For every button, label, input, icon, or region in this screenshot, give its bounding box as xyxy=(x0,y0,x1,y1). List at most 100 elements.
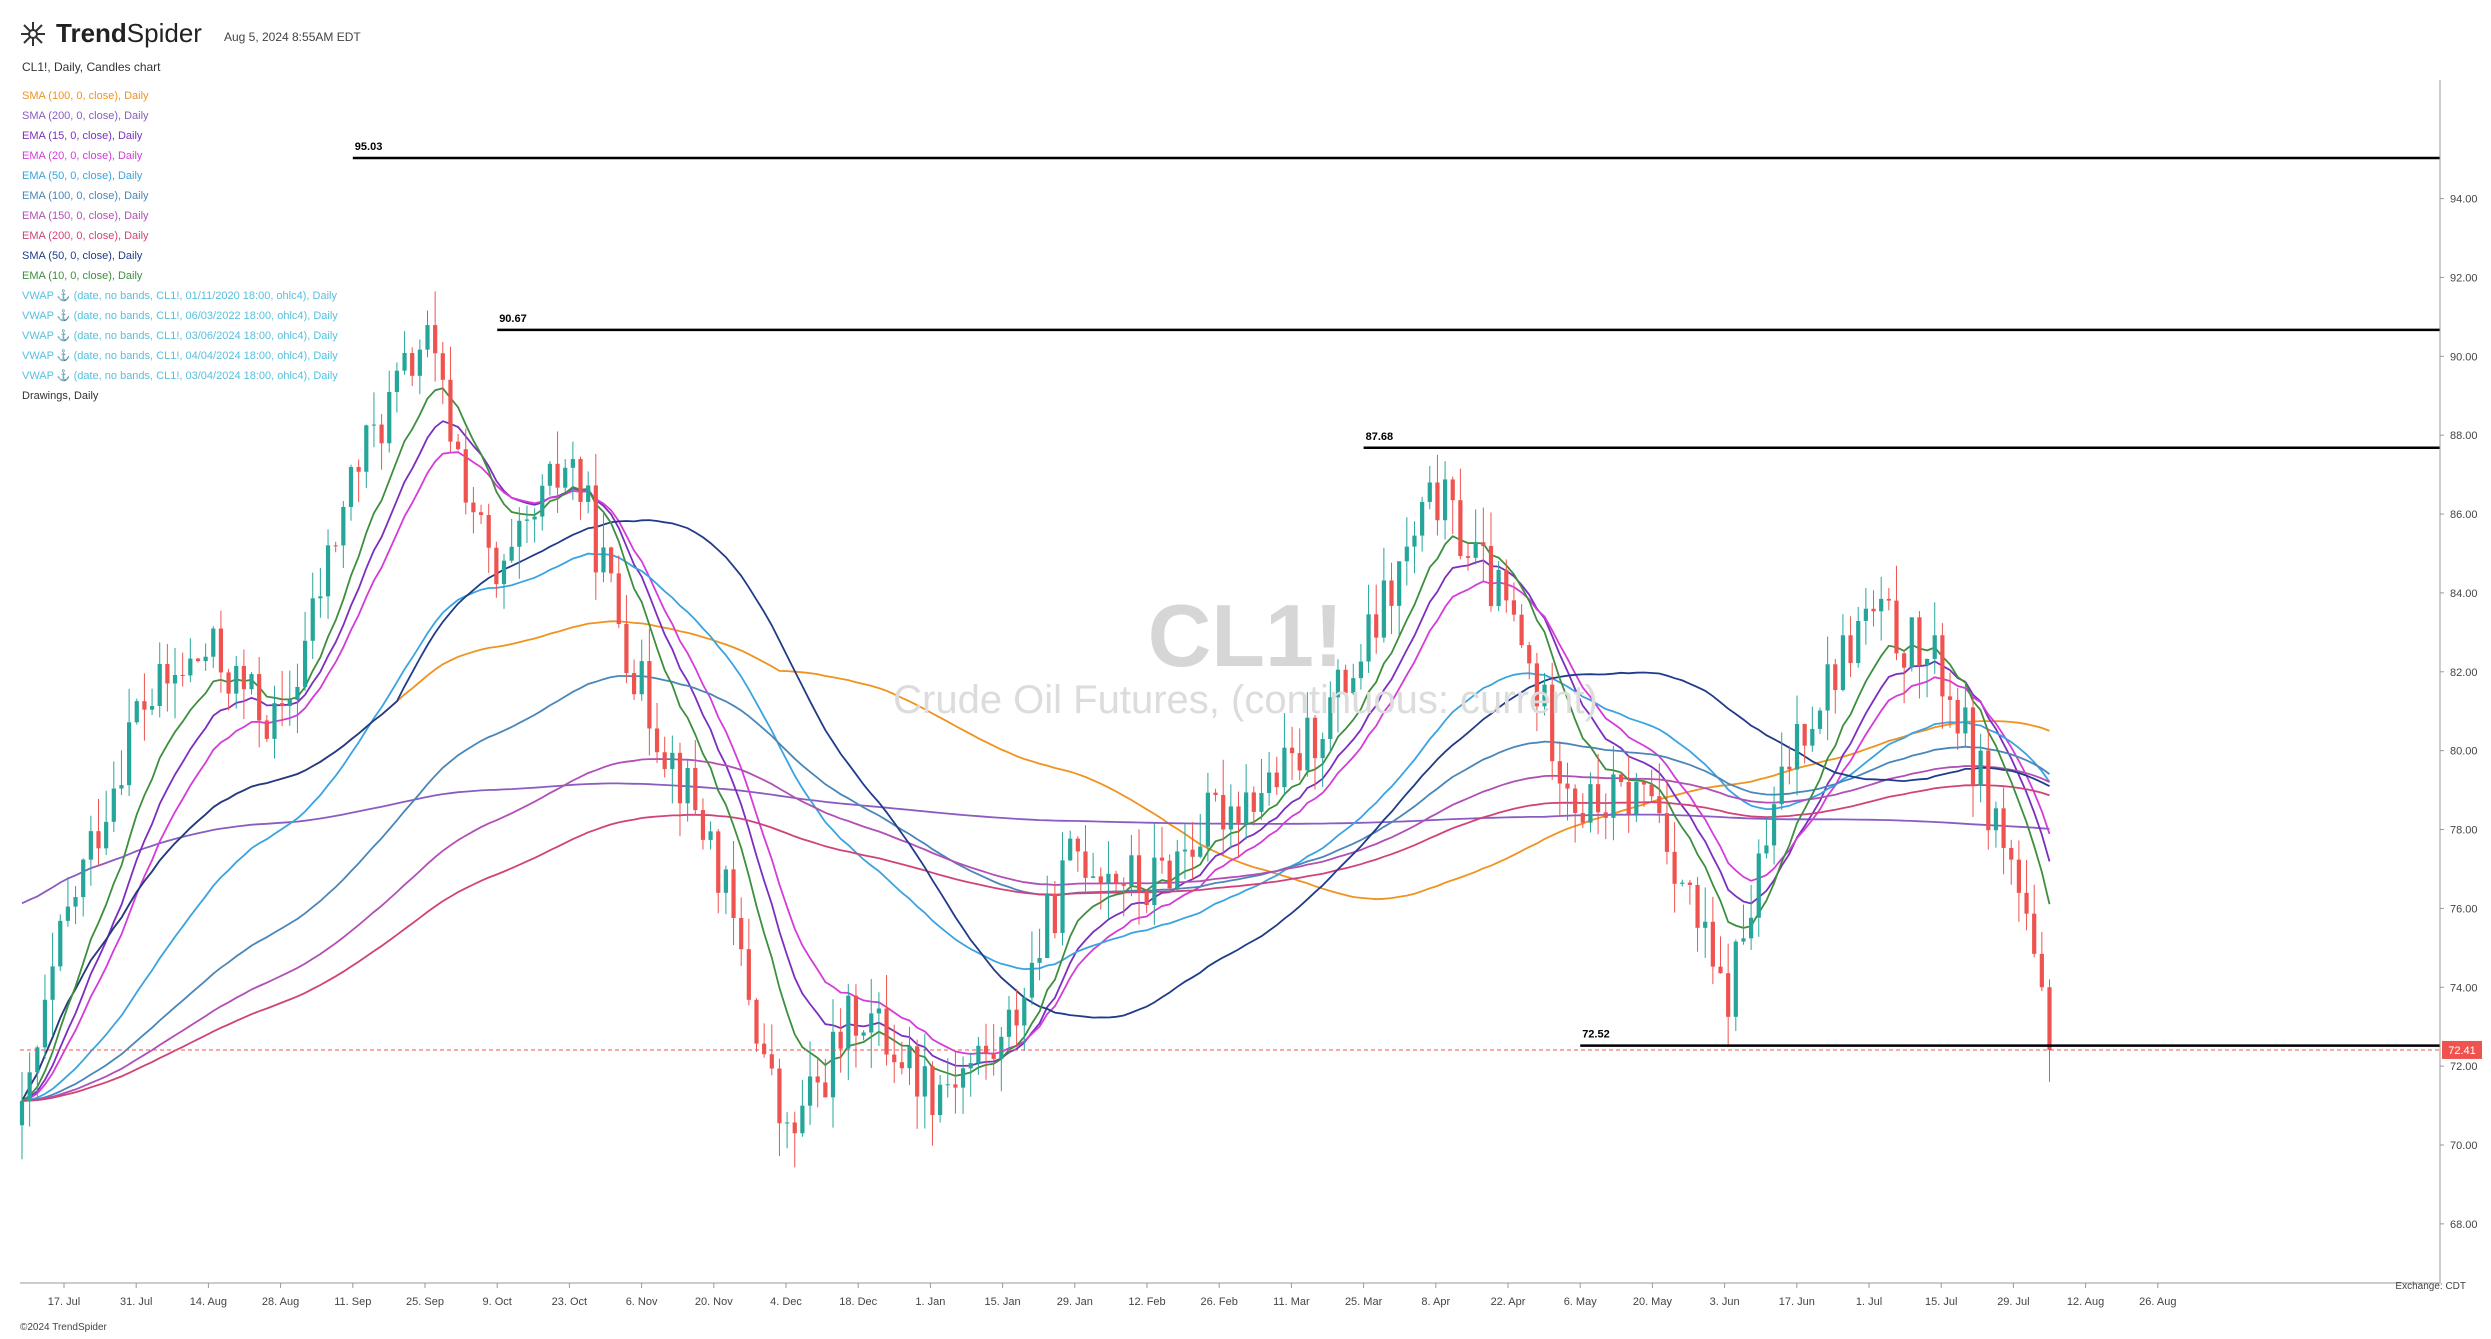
candle-body xyxy=(234,665,239,694)
x-tick-label: 1. Jul xyxy=(1856,1296,1882,1308)
candle-body xyxy=(478,512,484,516)
candle-body xyxy=(325,545,331,597)
candle-body xyxy=(1894,600,1899,654)
level-label: 90.67 xyxy=(499,313,527,325)
candle-body xyxy=(1335,669,1341,698)
y-axis: 68.00 70.00 72.00 74.00 76.00 78.00 80.00 82.00… xyxy=(2439,80,2478,1283)
x-tick-label: 8. Apr xyxy=(1421,1296,1450,1308)
legend-item[interactable]: SMA (100, 0, close), Daily xyxy=(22,90,149,102)
x-tick-label: 31. Jul xyxy=(120,1296,152,1308)
candle-body xyxy=(853,995,859,1036)
candle-body xyxy=(624,624,629,674)
legend-item[interactable]: VWAP ⚓ (date, no bands, CL1!, 01/11/2020… xyxy=(22,290,337,302)
candle-body xyxy=(218,628,224,673)
candle-body xyxy=(784,1122,790,1124)
legend-item[interactable]: EMA (200, 0, close), Daily xyxy=(22,230,149,242)
candle-body xyxy=(494,547,499,585)
candle-body xyxy=(1366,614,1371,662)
legend-item[interactable]: VWAP ⚓ (date, no bands, CL1!, 04/04/2024… xyxy=(22,350,338,362)
candle-body xyxy=(1542,684,1547,707)
candle-body xyxy=(1205,792,1211,847)
candle-body xyxy=(111,788,116,822)
candle-body xyxy=(1947,696,1953,700)
candle-body xyxy=(1091,876,1096,878)
candle-body xyxy=(1970,707,1976,786)
candle-body xyxy=(509,546,514,561)
legend-item[interactable]: SMA (50, 0, close), Daily xyxy=(22,250,143,262)
candle-body xyxy=(1465,556,1471,558)
legend-item[interactable]: VWAP ⚓ (date, no bands, CL1!, 03/04/2024… xyxy=(22,370,338,382)
candle-body xyxy=(823,1082,828,1098)
candle-body xyxy=(1251,792,1256,812)
legend-item[interactable]: Drawings, Daily xyxy=(22,390,99,402)
candle-body xyxy=(1022,997,1027,1026)
candle-body xyxy=(1312,717,1318,759)
candle-body xyxy=(257,674,262,721)
candle-body xyxy=(425,325,430,350)
legend-item[interactable]: VWAP ⚓ (date, no bands, CL1!, 06/03/2022… xyxy=(22,310,338,322)
candle-body xyxy=(42,999,48,1048)
candle-body xyxy=(1167,860,1172,889)
candle-body xyxy=(35,1047,40,1073)
candle-body xyxy=(1557,761,1562,784)
candle-body xyxy=(1037,958,1042,963)
x-tick-label: 15. Jul xyxy=(1925,1296,1957,1308)
candle-body xyxy=(27,1072,32,1101)
candle-body xyxy=(379,424,384,444)
candle-body xyxy=(792,1122,797,1134)
legend-item[interactable]: EMA (20, 0, close), Daily xyxy=(22,150,143,162)
candle-body xyxy=(104,821,109,849)
candle-body xyxy=(631,673,637,695)
candle-body xyxy=(1924,658,1930,666)
candle-body xyxy=(1703,921,1708,928)
y-tick-label: 76.00 xyxy=(2450,903,2478,915)
candle-body xyxy=(1787,766,1792,770)
candle-body xyxy=(1817,710,1823,729)
x-tick-label: 26. Feb xyxy=(1201,1296,1238,1308)
candle-body xyxy=(1519,614,1524,646)
candles xyxy=(19,291,2052,1168)
candle-body xyxy=(165,663,170,684)
candle-body xyxy=(1068,838,1073,861)
candle-body xyxy=(1343,669,1348,694)
candle-body xyxy=(19,1100,25,1126)
x-tick-label: 20. May xyxy=(1633,1296,1673,1308)
candle-body xyxy=(1963,707,1968,734)
candle-body xyxy=(838,1031,843,1049)
candle-body xyxy=(1511,600,1517,615)
candle-body xyxy=(410,353,415,376)
candle-body xyxy=(1534,663,1539,707)
legend-item[interactable]: EMA (15, 0, close), Daily xyxy=(22,130,143,142)
candle-body xyxy=(1664,813,1670,852)
candle-body xyxy=(1756,853,1761,918)
candle-body xyxy=(1435,482,1440,521)
candle-body xyxy=(180,675,185,677)
candle-body xyxy=(616,573,621,625)
legend-item[interactable]: EMA (50, 0, close), Daily xyxy=(22,170,143,182)
candle-body xyxy=(127,722,132,786)
candle-body xyxy=(899,1062,904,1069)
candle-body xyxy=(1083,851,1088,878)
legend-item[interactable]: EMA (10, 0, close), Daily xyxy=(22,270,143,282)
candle-body xyxy=(88,831,93,860)
candle-body xyxy=(1442,479,1448,521)
candle-body xyxy=(1397,561,1402,606)
legend-item[interactable]: SMA (200, 0, close), Daily xyxy=(22,110,149,122)
legend-item[interactable]: EMA (150, 0, close), Daily xyxy=(22,210,149,222)
candle-body xyxy=(723,869,728,893)
legend-item[interactable]: EMA (100, 0, close), Daily xyxy=(22,190,149,202)
candle-body xyxy=(1940,635,1945,697)
x-tick-label: 20. Nov xyxy=(695,1296,733,1308)
candle-body xyxy=(892,1054,897,1063)
legend-item[interactable]: VWAP ⚓ (date, no bands, CL1!, 03/06/2024… xyxy=(22,330,338,342)
x-tick-label: 11. Sep xyxy=(334,1296,371,1308)
x-tick-label: 17. Jul xyxy=(48,1296,80,1308)
candle-body xyxy=(830,1031,836,1098)
x-axis: 17. Jul 31. Jul 14. Aug 28. Aug 11. Sep 25. S… xyxy=(20,1282,2440,1308)
candle-body xyxy=(593,485,598,573)
candle-body xyxy=(1404,546,1409,562)
candle-body xyxy=(226,672,231,694)
candle-body xyxy=(1611,774,1616,818)
candle-body xyxy=(547,463,553,486)
